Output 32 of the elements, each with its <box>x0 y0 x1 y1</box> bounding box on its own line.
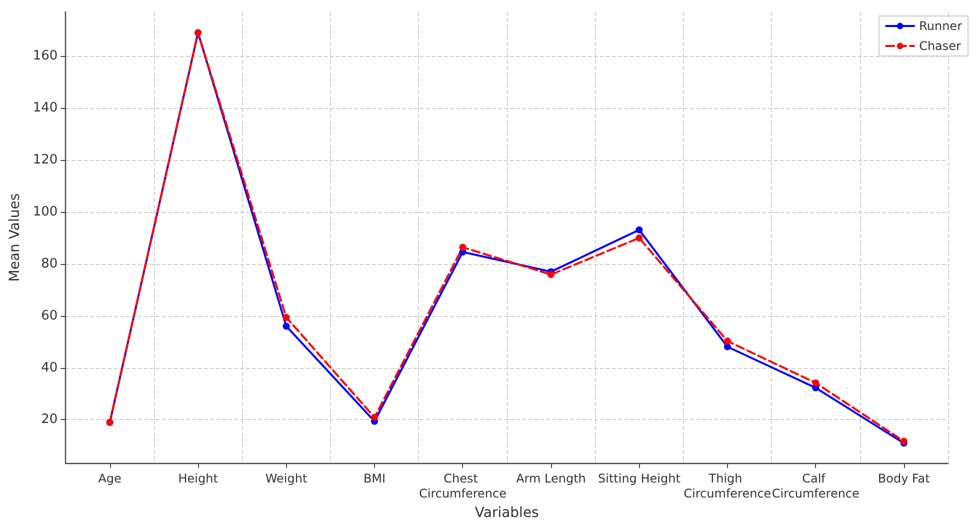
y-tick-label: 140 <box>32 100 58 116</box>
x-tick-label: Sitting Height <box>598 472 681 486</box>
y-tick-label: 40 <box>41 360 58 376</box>
x-tick-label: Arm Length <box>516 472 586 486</box>
y-tick-label: 100 <box>32 204 58 220</box>
point <box>812 379 820 386</box>
point <box>636 234 643 242</box>
x-tick-label: Thigh Circumference <box>684 472 772 501</box>
x-tick-label: Height <box>178 472 218 486</box>
x-tick-label: Age <box>98 472 122 486</box>
x-tick-label: Weight <box>265 472 308 486</box>
point <box>459 244 466 251</box>
y-tick-label: 120 <box>32 152 58 168</box>
x-tick-label: Calf Circumference <box>772 472 860 501</box>
x-axis-title: Variables <box>474 505 539 521</box>
y-tick-label: 160 <box>32 48 58 64</box>
x-tick-label: Body Fat <box>878 472 930 486</box>
point <box>547 271 554 278</box>
y-tick-label: 20 <box>41 412 58 428</box>
legend-label: Runner <box>919 19 962 33</box>
y-axis-title: Mean Values <box>7 193 23 282</box>
point <box>636 226 643 234</box>
point <box>724 338 731 345</box>
y-tick-label: 80 <box>41 256 58 272</box>
point <box>371 414 378 421</box>
point <box>282 314 290 321</box>
y-tick-label: 60 <box>41 308 58 324</box>
legend-label: Chaser <box>919 39 962 53</box>
x-tick-label: Chest Circumference <box>418 472 507 501</box>
x-tick-label: BMI <box>363 472 386 486</box>
point <box>724 343 731 350</box>
point <box>282 322 290 330</box>
